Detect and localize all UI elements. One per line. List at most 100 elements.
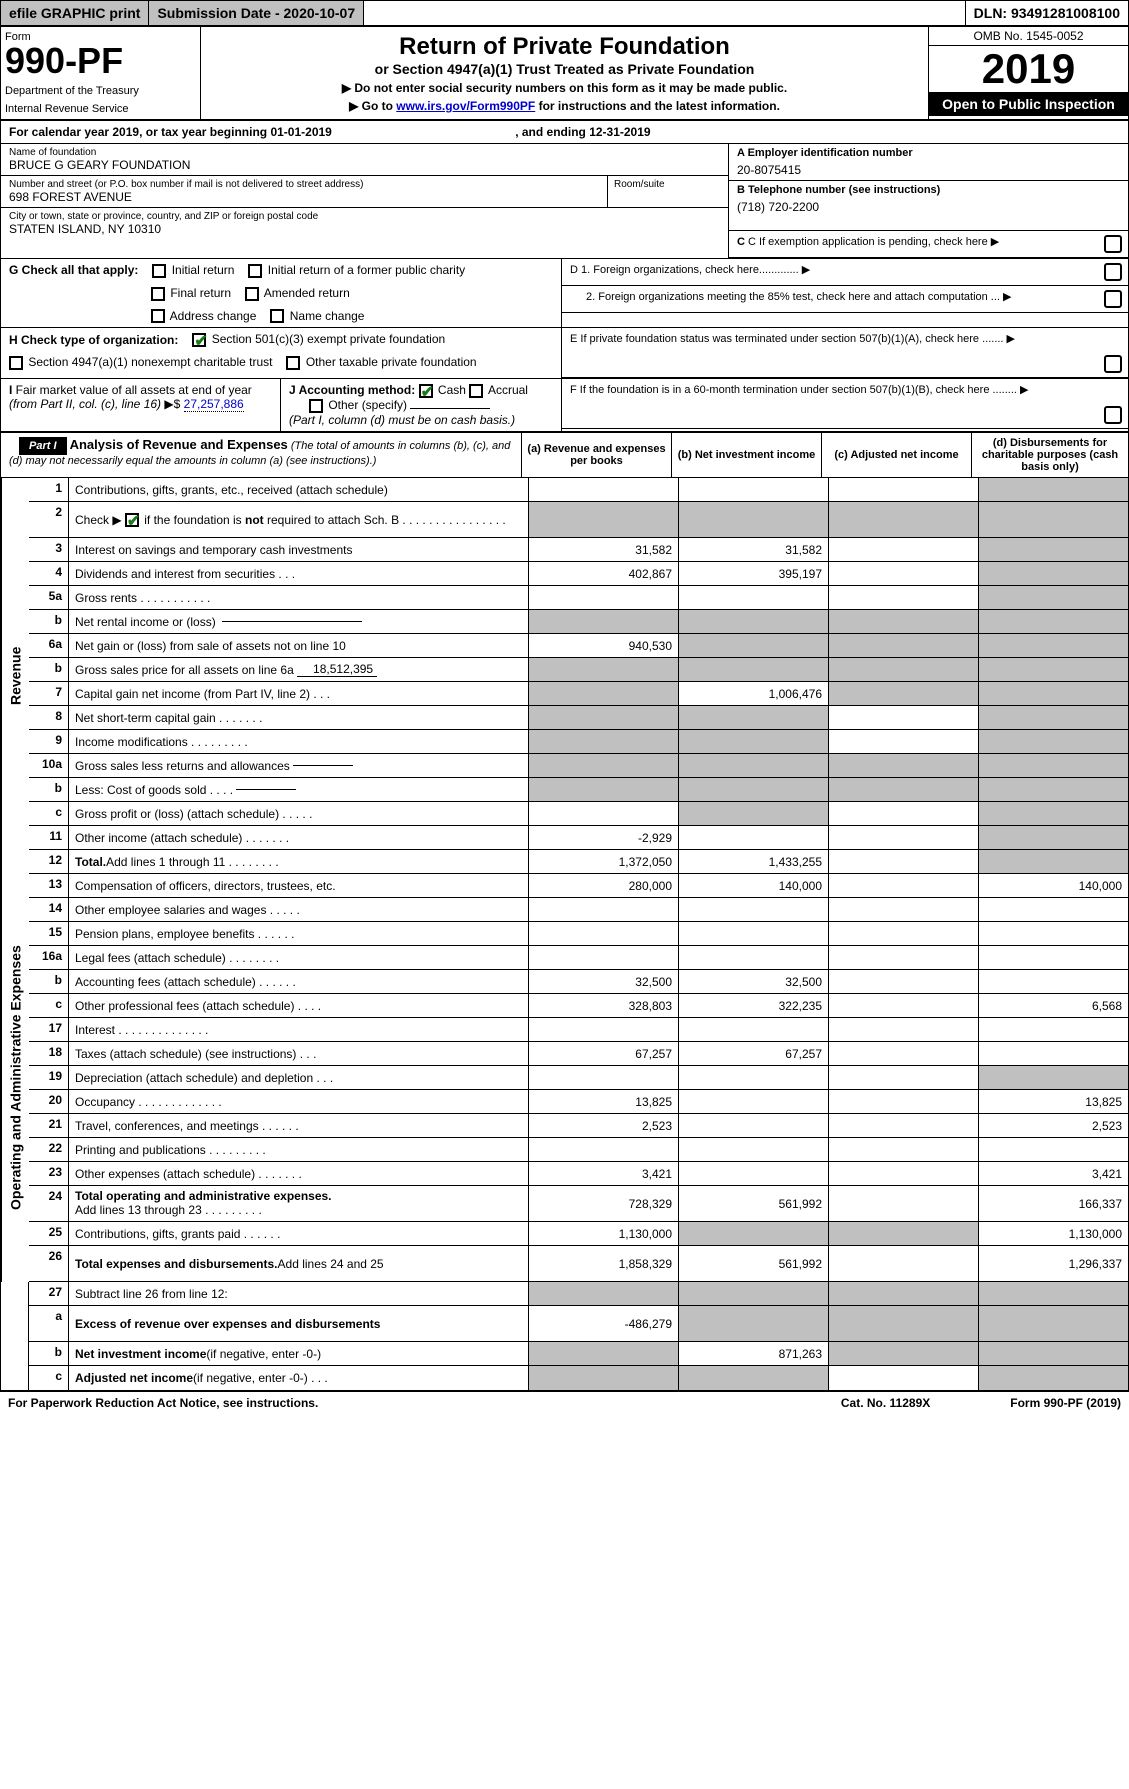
title-sub: or Section 4947(a)(1) Trust Treated as P… <box>207 61 922 77</box>
j-label: J Accounting method: <box>289 383 415 397</box>
other-taxable-checkbox[interactable] <box>286 356 300 370</box>
g-address: Address change <box>170 309 257 323</box>
footer-right: Form 990-PF (2019) <box>1010 1396 1121 1410</box>
info-grid: Name of foundation BRUCE G GEARY FOUNDAT… <box>1 144 1128 259</box>
cal-end: 12-31-2019 <box>589 125 650 139</box>
row-1: 1Contributions, gifts, grants, etc., rec… <box>29 478 1128 502</box>
accrual-checkbox[interactable] <box>469 384 483 398</box>
h-other: Other taxable private foundation <box>306 355 477 369</box>
row-4: 4Dividends and interest from securities … <box>29 562 1128 586</box>
form-container: efile GRAPHIC print Submission Date - 20… <box>0 0 1129 1391</box>
j-cash: Cash <box>438 383 466 397</box>
row-26: 26Total expenses and disbursements. Add … <box>29 1246 1128 1282</box>
i-section: I Fair market value of all assets at end… <box>1 379 281 431</box>
e-checkbox[interactable] <box>1104 355 1122 373</box>
form-number: 990-PF <box>5 43 196 79</box>
city-value: STATEN ISLAND, NY 10310 <box>9 222 720 236</box>
j-accrual: Accrual <box>488 383 528 397</box>
part1-label: Part I <box>19 437 67 455</box>
note2-post: for instructions and the latest informat… <box>535 99 780 113</box>
ein-cell: A Employer identification number 20-8075… <box>729 144 1128 181</box>
form990pf-link[interactable]: www.irs.gov/Form990PF <box>396 99 535 113</box>
j-note: (Part I, column (d) must be on cash basi… <box>289 413 515 427</box>
city-cell: City or town, state or province, country… <box>1 208 728 239</box>
footer: For Paperwork Reduction Act Notice, see … <box>0 1391 1129 1414</box>
room-suite: Room/suite <box>608 176 728 207</box>
final-return-checkbox[interactable] <box>151 287 165 301</box>
e-text: E If private foundation status was termi… <box>570 333 1004 345</box>
f-checkbox[interactable] <box>1104 406 1122 424</box>
revenue-section: Revenue 1Contributions, gifts, grants, e… <box>1 478 1128 874</box>
note2-pre: ▶ Go to <box>349 99 396 113</box>
title-main: Return of Private Foundation <box>207 33 922 61</box>
g-d-row: G Check all that apply: Initial return I… <box>1 259 1128 328</box>
info-left: Name of foundation BRUCE G GEARY FOUNDAT… <box>1 144 728 258</box>
row-3: 3Interest on savings and temporary cash … <box>29 538 1128 562</box>
row-10c: cGross profit or (loss) (attach schedule… <box>29 802 1128 826</box>
g-initial-former: Initial return of a former public charit… <box>268 263 465 277</box>
amended-return-checkbox[interactable] <box>245 287 259 301</box>
row-16c: cOther professional fees (attach schedul… <box>29 994 1128 1018</box>
s4947-checkbox[interactable] <box>9 356 23 370</box>
initial-return-checkbox[interactable] <box>152 264 166 278</box>
form-box: Form 990-PF Department of the Treasury I… <box>1 27 201 119</box>
col-d-header: (d) Disbursements for charitable purpose… <box>971 433 1128 477</box>
ein-label: A Employer identification number <box>737 147 1120 159</box>
top-bar: efile GRAPHIC print Submission Date - 20… <box>1 1 1128 27</box>
name-label: Name of foundation <box>9 147 720 158</box>
h-501: Section 501(c)(3) exempt private foundat… <box>212 332 445 346</box>
open-inspection: Open to Public Inspection <box>929 92 1128 116</box>
name-change-checkbox[interactable] <box>270 309 284 323</box>
dln-value: 93491281008100 <box>1011 5 1120 21</box>
row-20: 20Occupancy . . . . . . . . . . . . .13,… <box>29 1090 1128 1114</box>
row-22: 22Printing and publications . . . . . . … <box>29 1138 1128 1162</box>
ein-value: 20-8075415 <box>737 163 1120 177</box>
cash-checkbox[interactable] <box>419 384 433 398</box>
c-checkbox[interactable] <box>1104 235 1122 253</box>
f-section: F If the foundation is in a 60-month ter… <box>561 379 1128 431</box>
r10b-label: Less: Cost of goods sold . . . . <box>75 783 233 797</box>
initial-former-checkbox[interactable] <box>248 264 262 278</box>
d2-text: 2. Foreign organizations meeting the 85%… <box>586 291 1000 303</box>
row-5a: 5aGross rents . . . . . . . . . . . <box>29 586 1128 610</box>
row-27a: aExcess of revenue over expenses and dis… <box>29 1306 1128 1342</box>
d1-checkbox[interactable] <box>1104 263 1122 281</box>
i-j-f-row: I Fair market value of all assets at end… <box>1 379 1128 432</box>
h-4947: Section 4947(a)(1) nonexempt charitable … <box>28 355 272 369</box>
row-11: 11Other income (attach schedule) . . . .… <box>29 826 1128 850</box>
row-8: 8Net short-term capital gain . . . . . .… <box>29 706 1128 730</box>
j-other: Other (specify) <box>328 398 407 412</box>
expenses-side-label: Operating and Administrative Expenses <box>1 874 29 1282</box>
row-14: 14Other employee salaries and wages . . … <box>29 898 1128 922</box>
info-right: A Employer identification number 20-8075… <box>728 144 1128 258</box>
foundation-name: BRUCE G GEARY FOUNDATION <box>9 158 720 172</box>
dln-label: DLN: <box>974 5 1007 21</box>
address-change-checkbox[interactable] <box>151 309 165 323</box>
g-final: Final return <box>170 286 231 300</box>
row-2: 2Check ▶ if the foundation is not requir… <box>29 502 1128 538</box>
sch-b-checkbox[interactable] <box>125 513 139 527</box>
efile-label[interactable]: efile GRAPHIC print <box>1 1 149 25</box>
phone-value: (718) 720-2200 <box>737 200 1120 214</box>
part1-header-row: Part I Analysis of Revenue and Expenses … <box>1 432 1128 478</box>
row-27c: cAdjusted net income (if negative, enter… <box>29 1366 1128 1390</box>
g-amended: Amended return <box>264 286 350 300</box>
r6b-label: Gross sales price for all assets on line… <box>75 663 294 677</box>
r10a-label: Gross sales less returns and allowances <box>75 759 290 773</box>
row-27b: bNet investment income (if negative, ent… <box>29 1342 1128 1366</box>
d2-checkbox[interactable] <box>1104 290 1122 308</box>
tax-year: 2019 <box>929 46 1128 92</box>
analysis-header: Part I Analysis of Revenue and Expenses … <box>1 433 521 477</box>
title-box: Return of Private Foundation or Section … <box>201 27 928 119</box>
h-e-row: H Check type of organization: Section 50… <box>1 328 1128 379</box>
r6b-value: 18,512,395 <box>297 662 377 677</box>
f-text: F If the foundation is in a 60-month ter… <box>570 384 1017 396</box>
g-name: Name change <box>290 309 365 323</box>
other-method-checkbox[interactable] <box>309 399 323 413</box>
e-row: E If private foundation status was termi… <box>562 328 1128 378</box>
row-16a: 16aLegal fees (attach schedule) . . . . … <box>29 946 1128 970</box>
expenses-section: Operating and Administrative Expenses 13… <box>1 874 1128 1282</box>
col-b-header: (b) Net investment income <box>671 433 821 477</box>
s501-checkbox[interactable] <box>192 333 206 347</box>
phone-label: B Telephone number (see instructions) <box>737 184 1120 196</box>
